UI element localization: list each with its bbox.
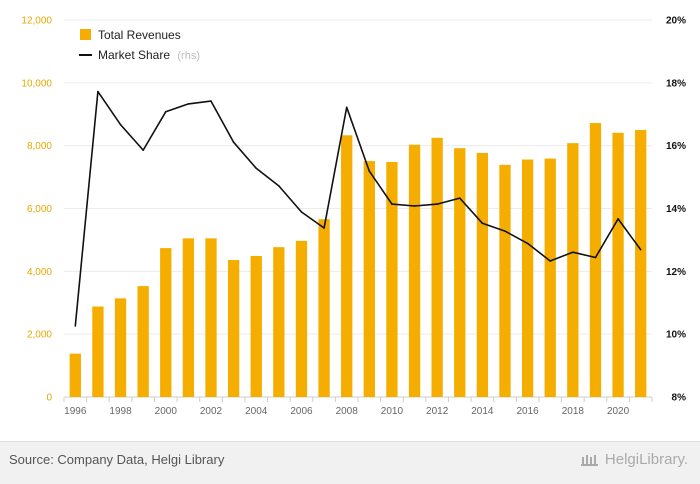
market-share-point-1998 [119,123,122,126]
x-tick-label: 2006 [290,406,313,417]
market-share-point-2016 [526,242,529,245]
market-share-point-2014 [481,222,484,225]
market-share-point-2007 [323,227,325,229]
x-tick-label: 2004 [245,406,268,417]
x-tick-label: 2012 [426,406,449,417]
market-share-line [74,90,642,327]
y-right-tick-label: 20% [666,16,686,27]
bar-2004 [250,255,262,397]
bar-2017 [544,158,556,397]
bar-2018 [567,143,579,397]
legend: Total Revenues Market Share (rhs) [79,28,200,62]
bar-series-total-revenues [69,123,647,398]
brand-logo[interactable]: HelgiLibrary. [580,451,688,468]
market-share-point-1999 [142,149,144,151]
y-left-tick-label: 6,000 [27,204,52,215]
x-tick-label: 2008 [336,406,359,417]
y-left-tick-label: 0 [46,393,52,404]
bar-2011 [408,144,421,397]
market-share-point-2015 [504,230,506,232]
market-share-point-2006 [300,211,303,213]
bar-2007 [318,219,330,397]
x-tick-label: 2020 [607,406,630,417]
y-left-tick-label: 10,000 [21,78,52,89]
y-left-tick-label: 4,000 [27,267,52,278]
market-share-point-2017 [549,260,552,262]
x-tick-label: 2016 [516,406,539,417]
y-right-tick-label: 8% [672,393,687,404]
line-series-market-share [74,90,642,327]
market-share-point-2018 [572,251,574,253]
bar-2012 [431,137,443,397]
y-left-tick-label: 2,000 [27,330,52,341]
legend-label-total-revenues: Total Revenues [98,28,181,42]
bar-1997 [92,306,104,397]
bar-1996 [69,353,81,397]
x-tick-label: 2002 [200,406,223,417]
market-share-point-2008 [345,106,348,109]
market-share-point-2004 [255,167,258,170]
legend-label-market-share: Market Share (rhs) [98,48,200,62]
x-tick-label: 2014 [471,406,494,417]
y-right-tick-label: 14% [666,204,686,215]
market-share-point-2005 [278,185,280,187]
brand-text: HelgiLibrary. [604,451,688,468]
legend-note-rhs: (rhs) [177,50,200,62]
legend-swatch-total-revenues [80,29,91,40]
bar-2016 [521,159,534,397]
x-tick-label: 2000 [155,406,178,417]
grid-lines [64,19,652,398]
market-share-point-2013 [458,197,461,199]
bar-2020 [612,132,624,397]
market-share-point-2000 [164,110,167,113]
market-share-point-2019 [594,256,597,259]
x-tick-label: 1996 [64,406,87,417]
market-share-point-1996 [74,325,77,327]
y-right-tick-label: 18% [666,78,686,89]
x-tick-label: 1998 [109,406,132,417]
market-share-point-2003 [232,141,235,144]
market-share-point-2021 [639,248,642,251]
market-share-point-2011 [413,205,416,207]
bar-2019 [589,123,602,398]
x-tick-label: 2010 [381,406,404,417]
bar-2010 [386,162,398,397]
y-right-tick-label: 10% [666,330,686,341]
y-axis-left: 0 2,000 4,000 6,000 8,000 10,000 12,000 [21,16,52,404]
bar-2003 [227,260,240,397]
bar-2005 [273,247,285,397]
bar-2021 [635,129,647,398]
x-axis: 1996 1998 2000 2002 2004 2006 2008 2010 2012 2014… [63,397,653,417]
market-share-point-2002 [210,100,212,102]
y-axis-right: 8% 10% 12% 14% 16% 18% 20% [666,16,686,404]
bar-2001 [182,238,195,397]
bar-2015 [499,164,511,397]
y-right-tick-label: 16% [666,141,686,152]
bar-2000 [160,248,172,397]
chart: 0 2,000 4,000 6,000 8,000 10,000 12,000 8% 10% 1… [21,16,686,418]
market-share-point-2012 [436,203,438,205]
y-right-tick-label: 12% [666,267,686,278]
y-left-tick-label: 12,000 [21,16,52,27]
bar-2013 [454,148,466,397]
y-left-tick-label: 8,000 [27,141,52,152]
library-icon [580,455,598,466]
bar-1999 [137,286,149,397]
bar-2006 [295,240,308,397]
bar-1998 [114,298,127,397]
bar-2009 [363,161,375,397]
footer: Source: Company Data, Helgi Library Helg… [0,441,700,484]
market-share-point-2009 [368,170,371,172]
market-share-point-1997 [97,90,99,93]
market-share-point-2020 [617,218,619,220]
bar-2008 [341,135,353,397]
market-share-point-2010 [391,203,393,205]
bar-2014 [476,152,489,397]
source-text: Source: Company Data, Helgi Library [9,452,225,467]
market-share-point-2001 [187,103,190,105]
bar-2002 [205,238,217,397]
x-tick-label: 2018 [562,406,585,417]
